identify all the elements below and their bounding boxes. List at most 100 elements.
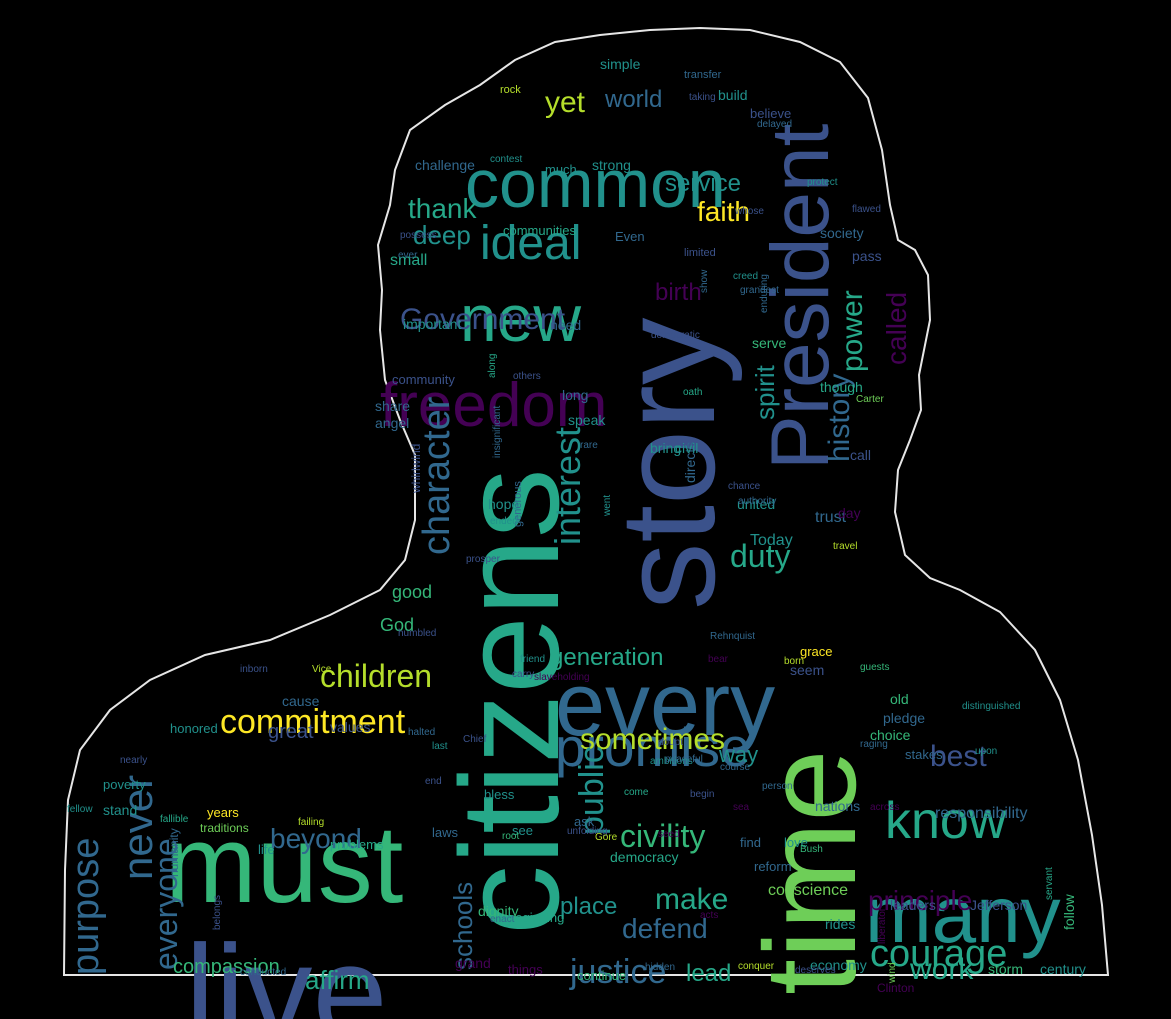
cloud-word: hidden	[645, 962, 676, 973]
cloud-word: democracy	[610, 849, 679, 865]
cloud-word: Today	[750, 532, 793, 549]
cloud-word: upon	[975, 746, 998, 757]
cloud-word: find	[740, 835, 761, 850]
cloud-word: Even	[615, 229, 645, 244]
cloud-word: fellow	[67, 804, 93, 815]
cloud-word: humanity	[167, 828, 181, 877]
cloud-word: day	[838, 505, 861, 521]
cloud-word: transfer	[684, 69, 722, 81]
cloud-word: freedom	[380, 371, 608, 440]
cloud-word: raging	[860, 739, 888, 750]
cloud-word: others	[513, 371, 541, 382]
cloud-word: Vice	[312, 664, 332, 675]
cloud-word: power	[836, 290, 869, 372]
cloud-word: oath	[683, 387, 703, 398]
cloud-word: conducted	[240, 967, 287, 978]
cloud-word: laws	[432, 825, 459, 840]
cloud-word: distinguished	[962, 701, 1021, 712]
cloud-word: communities	[503, 223, 576, 238]
cloud-word: deserves	[795, 965, 836, 976]
cloud-word: great	[268, 721, 314, 743]
cloud-word: born	[784, 656, 805, 667]
cloud-word: birth	[655, 279, 702, 306]
cloud-word: reform	[754, 859, 792, 874]
cloud-word: many	[865, 870, 1061, 959]
cloud-word: inborn	[240, 664, 268, 675]
cloud-word: generation	[550, 644, 664, 671]
cloud-word: ever	[398, 250, 418, 261]
cloud-word: nearly	[120, 755, 148, 766]
cloud-word: story	[592, 317, 743, 610]
cloud-word: guests	[860, 662, 890, 673]
cloud-word: sea	[733, 802, 750, 813]
cloud-word: creed	[733, 271, 759, 282]
cloud-word: person	[762, 781, 793, 792]
cloud-word: storm	[988, 961, 1023, 977]
cloud-word: new	[460, 281, 582, 355]
cloud-word: old	[890, 691, 909, 707]
cloud-word: yet	[545, 86, 586, 119]
cloud-word: authority	[738, 496, 777, 507]
cloud-word: live	[185, 917, 388, 1019]
cloud-word: pledge	[883, 710, 926, 726]
cloud-word: though	[820, 379, 863, 395]
cloud-word: follow	[1061, 894, 1077, 930]
cloud-word: rock	[500, 84, 521, 96]
cloud-word: nations	[815, 798, 861, 814]
cloud-word: serve	[752, 335, 787, 351]
silhouette-outline	[62, 26, 1110, 976]
cloud-word: problems	[330, 837, 384, 852]
cloud-word: speak	[568, 412, 606, 428]
cloud-word: trust	[815, 509, 847, 526]
cloud-word: things	[508, 962, 543, 977]
cloud-word: Rehnquist	[710, 631, 756, 642]
cloud-word: across	[870, 802, 900, 813]
cloud-word: thank	[408, 193, 477, 224]
cloud-word: bless	[484, 787, 515, 802]
cloud-word: prosper	[466, 554, 500, 565]
cloud-word: values	[330, 719, 371, 735]
cloud-word: servant	[1044, 867, 1055, 900]
cloud-word: faith	[697, 196, 750, 227]
cloud-word: civil	[675, 440, 699, 456]
cloud-word: conquer	[738, 961, 775, 972]
cloud-word: dignity	[478, 903, 519, 919]
cloud-word: Jefferson	[970, 897, 1028, 913]
cloud-word: much	[545, 162, 577, 177]
cloud-word: good	[392, 582, 433, 602]
cloud-word: honored	[170, 721, 218, 736]
cloud-word: seem	[790, 662, 825, 678]
cloud-word: promise	[555, 716, 751, 778]
cloud-word: simple	[600, 56, 641, 72]
cloud-word: democratic	[651, 330, 700, 341]
cloud-word: affirm	[305, 965, 370, 995]
cloud-word: Clinton	[877, 981, 915, 995]
cloud-word: along	[487, 353, 498, 378]
cloud-word: sometimes	[580, 723, 726, 756]
cloud-word: failing	[298, 817, 325, 828]
cloud-word: Bush	[800, 844, 823, 855]
cloud-word: taking	[689, 92, 716, 103]
cloud-word: chance	[728, 481, 761, 492]
cloud-word: choice	[870, 727, 911, 743]
cloud-word: rare	[580, 440, 598, 451]
cloud-word: years	[207, 805, 239, 820]
cloud-word: halted	[408, 727, 436, 738]
cloud-word: possess	[400, 230, 437, 241]
cloud-word: ask	[574, 814, 595, 829]
cloud-word: duty	[730, 538, 791, 574]
cloud-word: society	[820, 225, 864, 241]
cloud-word: courage	[870, 933, 1008, 975]
cloud-word: cause	[282, 693, 320, 709]
cloud-word: show	[699, 269, 710, 293]
cloud-word: end	[425, 776, 442, 787]
cloud-word: share	[375, 398, 411, 414]
cloud-word: last	[432, 741, 448, 752]
cloud-word: rides	[825, 916, 856, 932]
cloud-word: God	[380, 615, 415, 635]
cloud-word: best	[930, 740, 987, 773]
cloud-word: character	[416, 396, 458, 555]
cloud-word: united	[737, 496, 776, 512]
